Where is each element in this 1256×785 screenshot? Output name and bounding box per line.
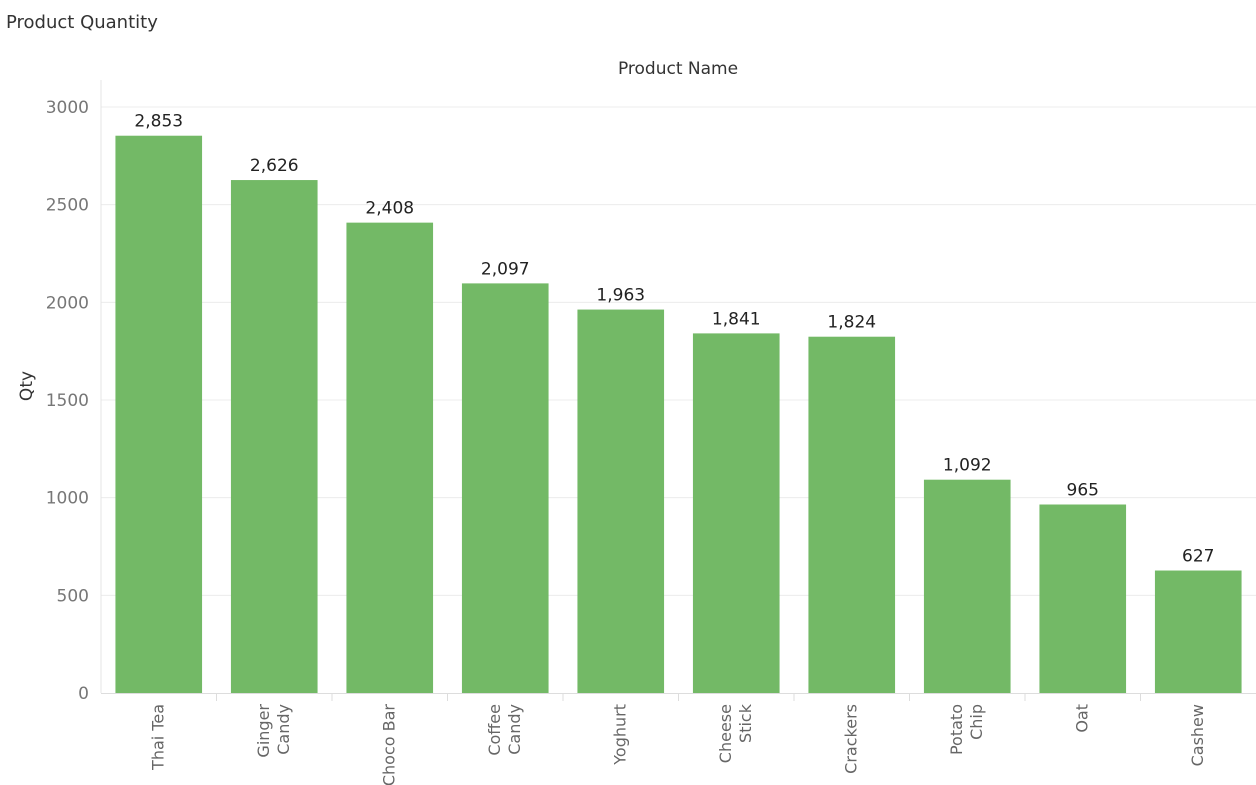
bar[interactable] (692, 333, 780, 693)
x-tick-label: Yoghurt (610, 704, 629, 766)
data-label: 1,824 (827, 313, 876, 333)
x-tick-label: Candy (274, 704, 293, 755)
bar[interactable] (230, 180, 318, 693)
y-axis: 0 500 1000 1500 2000 2500 3000 (46, 80, 102, 704)
bar[interactable] (1154, 570, 1242, 693)
data-label: 2,097 (481, 259, 530, 279)
y-tick-label: 2000 (46, 293, 89, 313)
x-tick-label: Thai Tea (148, 704, 167, 771)
bar[interactable] (346, 222, 434, 693)
y-tick-label: 1500 (46, 391, 89, 411)
x-tick-label: Oat (1072, 704, 1091, 733)
x-axis-title: Product Name (618, 59, 738, 79)
y-tick-label: 0 (78, 684, 89, 704)
bars (115, 135, 1242, 694)
data-label: 2,408 (365, 199, 414, 219)
bar[interactable] (1039, 504, 1127, 693)
bar[interactable] (923, 479, 1011, 693)
data-label: 1,092 (943, 456, 992, 476)
data-label: 2,626 (250, 156, 299, 176)
y-tick-label: 1000 (46, 489, 89, 509)
x-tick-label: Choco Bar (379, 704, 398, 785)
x-tick-label: Coffee (485, 704, 504, 756)
data-label: 965 (1067, 481, 1099, 501)
chart-title: Product Quantity (6, 12, 158, 33)
y-axis-title: Qty (17, 371, 37, 401)
x-tick-label: Stick (736, 703, 755, 743)
bar[interactable] (461, 283, 549, 693)
data-label: 2,853 (134, 112, 183, 132)
x-tick-label: Cheese (716, 704, 735, 763)
y-tick-label: 2500 (46, 196, 89, 216)
y-tick-label: 500 (57, 586, 89, 606)
x-tick-label: Candy (505, 704, 524, 755)
bar[interactable] (115, 135, 203, 694)
x-tick-label: Crackers (841, 704, 860, 774)
data-label: 1,963 (596, 286, 645, 306)
x-tick-label: Ginger (254, 704, 273, 758)
data-labels: 2,853 2,626 2,408 2,097 1,963 1,841 1,824 1,092… (134, 112, 1214, 567)
bar[interactable] (577, 309, 665, 693)
x-tick-label: Chip (967, 704, 986, 740)
x-axis: Thai Tea Ginger Candy Choco Bar Coffee Candy Y… (101, 693, 1256, 785)
data-label: 627 (1182, 547, 1214, 567)
x-tick-label: Potato (947, 704, 966, 755)
x-tick-label: Cashew (1188, 704, 1207, 766)
y-tick-label: 3000 (46, 98, 89, 118)
data-label: 1,841 (712, 309, 761, 329)
bar[interactable] (808, 336, 896, 693)
